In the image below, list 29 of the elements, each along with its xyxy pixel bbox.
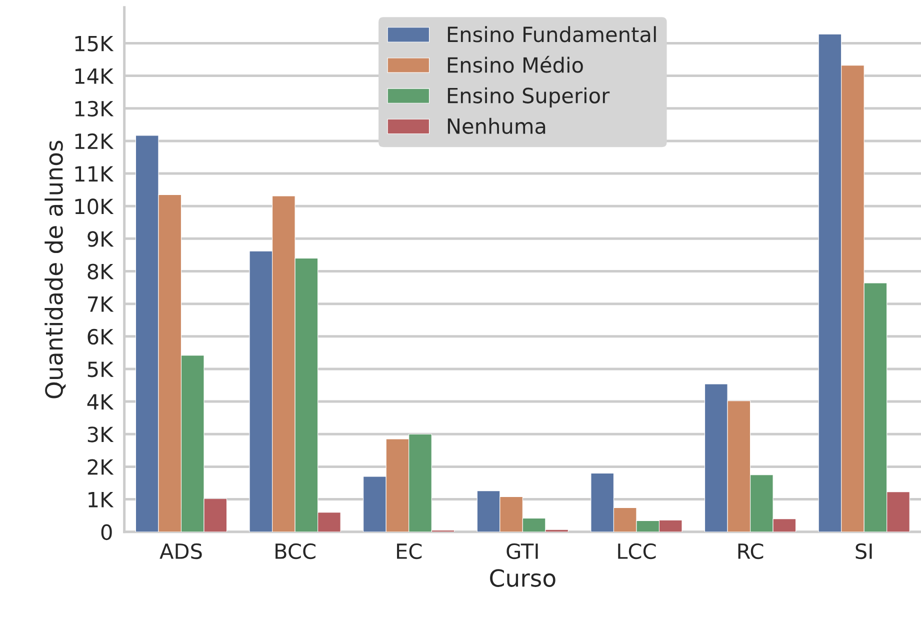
- y-tick-label: 7K: [88, 296, 114, 312]
- y-tick-label: 1K: [88, 492, 114, 508]
- legend-label: Ensino Médio: [448, 56, 583, 73]
- y-tick-label: 13K: [75, 100, 114, 117]
- x-axis-title: Curso: [490, 569, 556, 587]
- y-tick-label: 5K: [88, 362, 114, 378]
- legend-label: Ensino Superior: [448, 87, 610, 108]
- y-tick-label: 9K: [88, 231, 114, 247]
- y-tick-label: 11K: [75, 166, 114, 182]
- y-tick-label: 4K: [87, 394, 114, 410]
- y-tick-label: 2K: [88, 459, 114, 475]
- y-tick-label: 15K: [75, 36, 114, 52]
- x-tick-label: GTI: [506, 543, 538, 560]
- x-tick-label: ADS: [160, 543, 202, 560]
- x-tick-label: RC: [738, 543, 764, 560]
- y-tick-label: 10K: [75, 198, 114, 214]
- y-axis-title: Quantidade de alunos: [44, 140, 66, 398]
- y-tick-label: 6K: [88, 328, 114, 345]
- x-tick-label: LCC: [618, 543, 656, 560]
- y-tick-label: 0: [101, 524, 112, 540]
- x-tick-label: BCC: [276, 543, 316, 560]
- y-tick-label: 3K: [88, 426, 114, 442]
- y-tick-label: 8K: [88, 264, 114, 280]
- y-tick-label: 14K: [75, 68, 114, 84]
- y-tick-label: 12K: [75, 133, 114, 149]
- x-tick-label: SI: [856, 543, 872, 560]
- legend-label: Ensino Fundamental: [448, 26, 656, 42]
- legend-label: Nenhuma: [448, 118, 546, 134]
- x-tick-label: EC: [397, 543, 422, 560]
